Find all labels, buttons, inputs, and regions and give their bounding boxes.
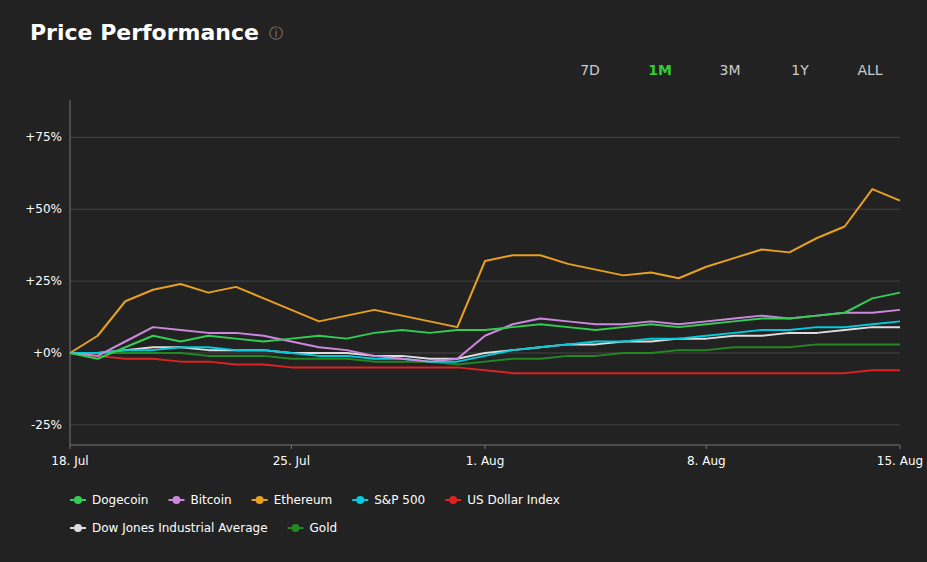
legend-label: S&P 500 xyxy=(374,493,425,507)
period-button[interactable]: 1Y xyxy=(791,62,809,78)
legend-label: US Dollar Index xyxy=(467,493,560,507)
y-tick-label: +0% xyxy=(33,346,62,360)
x-tick xyxy=(485,445,486,449)
period-button[interactable]: ALL xyxy=(857,62,882,78)
y-tick-label: +25% xyxy=(25,274,62,288)
grid xyxy=(70,137,900,425)
legend-marker xyxy=(356,496,364,504)
series-line xyxy=(70,321,900,361)
grid-line xyxy=(70,281,900,282)
x-tick-label: 1. Aug xyxy=(466,454,505,468)
x-tick-label: 8. Aug xyxy=(687,454,726,468)
grid-line xyxy=(70,209,900,210)
title: Price Performance xyxy=(30,20,259,45)
chart: Price Performance ⓘ 7D 1M 3M 1Y ALL -25% +0% +25%… xyxy=(0,0,927,562)
legend-marker xyxy=(172,496,180,504)
x-tick xyxy=(70,445,71,449)
y-tick-label: +75% xyxy=(25,130,62,144)
lines xyxy=(70,189,900,373)
x-tick-label: 15. Aug xyxy=(877,454,923,468)
series-line xyxy=(70,189,900,353)
x-tick xyxy=(291,445,292,449)
y-tick-label: +50% xyxy=(25,202,62,216)
x-tick-label: 25. Jul xyxy=(273,454,310,468)
x-tick xyxy=(900,445,901,449)
legend-marker xyxy=(74,524,82,532)
series-line xyxy=(70,293,900,359)
y-axis-line xyxy=(70,100,71,445)
y-tick-label: -25% xyxy=(31,418,62,432)
legend-marker xyxy=(256,496,264,504)
legend-label: Ethereum xyxy=(274,493,333,507)
period-button[interactable]: 3M xyxy=(720,62,741,78)
x-tick xyxy=(706,445,707,449)
grid-line xyxy=(70,424,900,425)
background xyxy=(0,0,927,562)
period-button[interactable]: 1M xyxy=(648,62,672,78)
legend: Dogecoin Bitcoin Ethereum S&P 500 US Dollar … xyxy=(70,493,560,535)
legend-label: Gold xyxy=(310,521,338,535)
legend-marker xyxy=(449,496,457,504)
legend-label: Bitcoin xyxy=(190,493,231,507)
legend-label: Dogecoin xyxy=(92,493,148,507)
legend-label: Dow Jones Industrial Average xyxy=(92,521,268,535)
period-button[interactable]: 7D xyxy=(580,62,600,78)
info-icon: ⓘ xyxy=(269,25,283,41)
x-tick-label: 18. Jul xyxy=(51,454,88,468)
grid-line xyxy=(70,137,900,138)
legend-marker xyxy=(292,524,300,532)
legend-marker xyxy=(74,496,82,504)
